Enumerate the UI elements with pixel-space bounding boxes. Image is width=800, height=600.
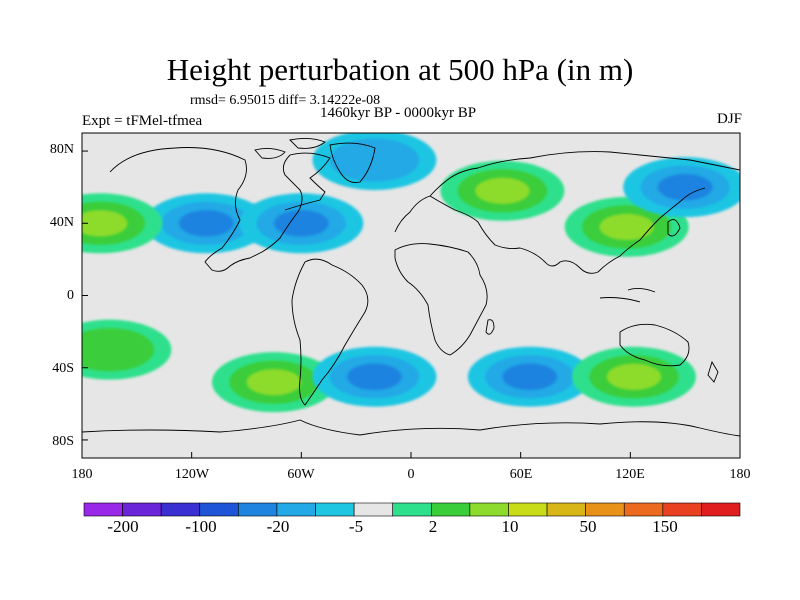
x-tick-label: 120E (615, 467, 645, 482)
colorbar-label: 2 (428, 517, 438, 536)
anomaly-layer (82, 133, 740, 413)
axis-ticks (81, 150, 741, 458)
x-tick-label: 0 (407, 467, 415, 482)
colorbar-label: -200 (107, 517, 139, 536)
colorbar-label: -5 (348, 517, 364, 536)
colorbar-swatch (199, 502, 239, 517)
season-label: DJF (716, 111, 742, 127)
anomaly-contour (606, 363, 662, 390)
anomaly-contour (179, 210, 234, 237)
coastlines (82, 137, 740, 437)
x-tick-label: 180 (729, 467, 751, 482)
anomaly-contour (274, 210, 329, 237)
colorbar-swatch (430, 502, 471, 517)
anomaly-contour (329, 138, 420, 182)
colorbar-swatch (585, 502, 625, 517)
anomaly-contour (502, 363, 558, 390)
chart-title: Height perturbation at 500 hPa (in m) (166, 52, 634, 87)
colorbar-label: 50 (579, 517, 597, 536)
colorbar-swatch (315, 502, 355, 517)
colorbar-swatch (546, 502, 586, 517)
y-tick-label: 40S (52, 361, 74, 376)
stats-line: rmsd= 6.95015 diff= 3.14222e-08 (190, 93, 381, 108)
anomaly-contour (246, 368, 302, 396)
x-tick-label: 60E (509, 467, 533, 482)
colorbar-label: 10 (501, 517, 519, 536)
colorbar-swatch (353, 502, 394, 517)
anomaly-contour (657, 173, 713, 201)
colorbar-swatch (122, 502, 162, 517)
colorbar-label: 150 (652, 517, 678, 536)
x-tick-label: 60W (287, 467, 315, 482)
colorbar-label: -20 (266, 517, 290, 536)
colorbar-swatch (701, 502, 741, 517)
colorbar-swatch (508, 502, 548, 517)
experiment-label: Expt = tFMel-tfmea (82, 113, 203, 129)
anomaly-contour (82, 328, 155, 372)
y-tick-label: 80S (52, 434, 74, 449)
colorbar-swatch (392, 502, 432, 517)
period-label: 1460kyr BP - 0000kyr BP (320, 105, 477, 121)
colorbar-label: -100 (185, 517, 217, 536)
y-tick-label: 80N (49, 142, 74, 157)
colorbar-swatch (469, 502, 509, 517)
x-tick-label: 180 (71, 467, 93, 482)
colorbar (83, 502, 741, 517)
y-tick-label: 40N (49, 215, 74, 230)
colorbar-swatch (238, 502, 278, 517)
anomaly-contour (475, 177, 530, 204)
x-tick-label: 120W (174, 467, 210, 482)
colorbar-swatch (160, 502, 201, 517)
colorbar-swatch (662, 502, 702, 517)
colorbar-swatch (276, 502, 316, 517)
anomaly-contour (347, 363, 402, 390)
y-tick-label: 0 (67, 288, 74, 303)
colorbar-swatch (623, 502, 664, 517)
anomaly-contour (82, 210, 128, 237)
anomaly-contour (599, 213, 654, 241)
colorbar-swatch (83, 502, 123, 517)
